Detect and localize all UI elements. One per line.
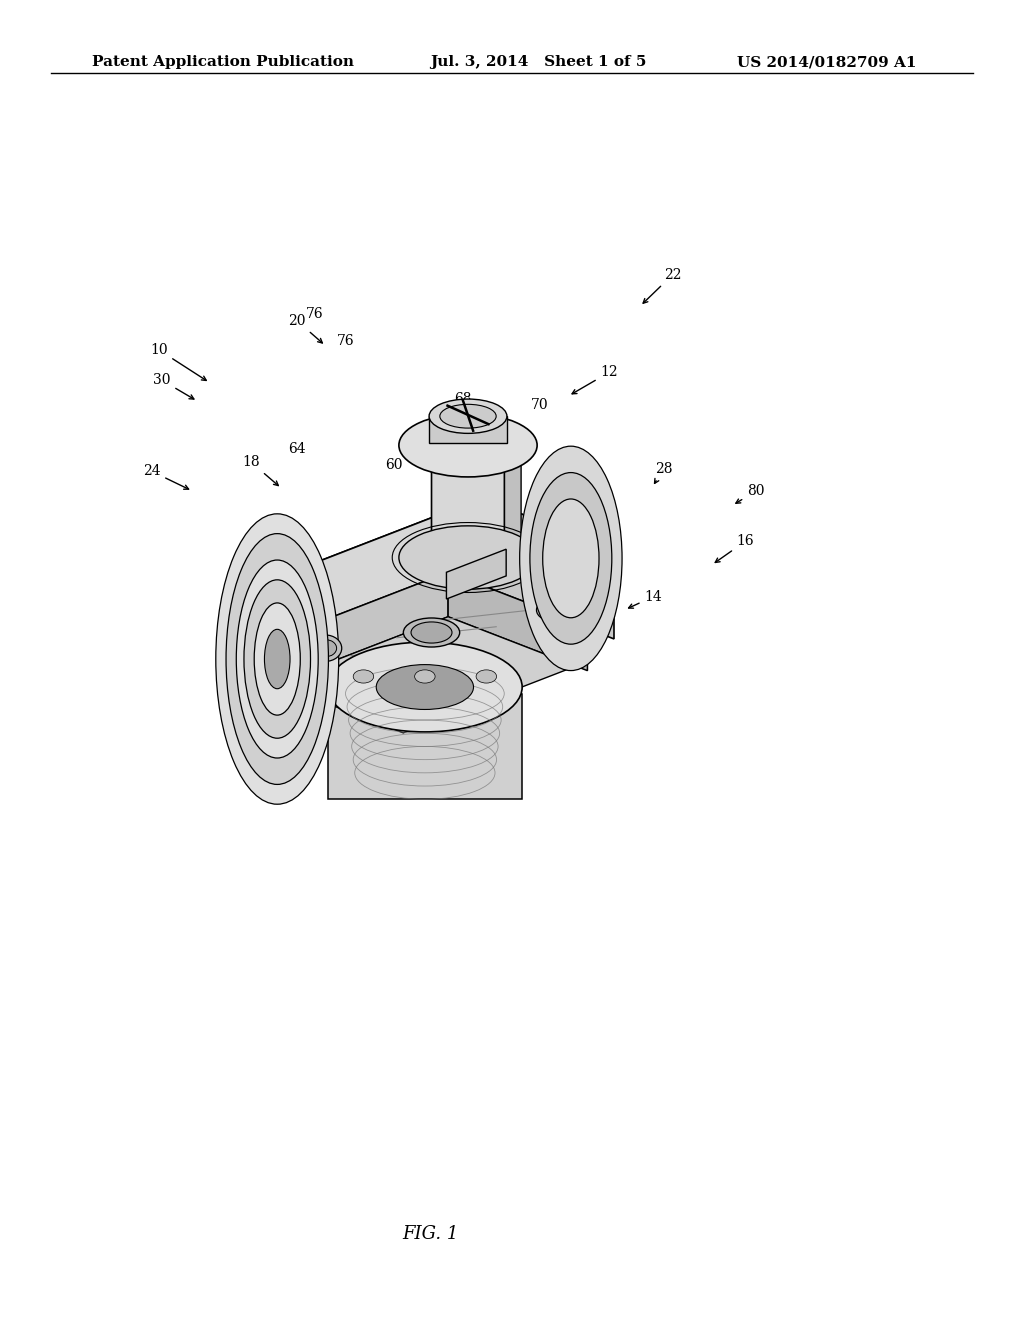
Polygon shape bbox=[531, 539, 591, 561]
Ellipse shape bbox=[537, 598, 575, 622]
Text: 76: 76 bbox=[574, 577, 593, 590]
Text: 10: 10 bbox=[150, 343, 206, 380]
Ellipse shape bbox=[353, 669, 374, 682]
Ellipse shape bbox=[226, 533, 329, 784]
Polygon shape bbox=[481, 499, 614, 639]
Polygon shape bbox=[446, 549, 506, 599]
Text: 16: 16 bbox=[715, 535, 755, 562]
Ellipse shape bbox=[244, 579, 310, 738]
Polygon shape bbox=[449, 572, 588, 671]
Ellipse shape bbox=[476, 669, 497, 682]
Text: 76: 76 bbox=[337, 334, 355, 347]
Text: 72: 72 bbox=[455, 420, 473, 433]
Ellipse shape bbox=[415, 669, 435, 682]
Ellipse shape bbox=[529, 473, 611, 644]
Polygon shape bbox=[431, 432, 505, 572]
Ellipse shape bbox=[543, 499, 599, 618]
Ellipse shape bbox=[429, 399, 507, 433]
Ellipse shape bbox=[411, 622, 452, 643]
Ellipse shape bbox=[403, 618, 460, 647]
Text: 80: 80 bbox=[736, 484, 765, 503]
Text: Patent Application Publication: Patent Application Publication bbox=[92, 55, 354, 70]
Text: 18: 18 bbox=[242, 455, 279, 486]
Polygon shape bbox=[315, 499, 481, 652]
Text: 24: 24 bbox=[142, 465, 188, 490]
Ellipse shape bbox=[314, 640, 337, 657]
Text: 14: 14 bbox=[629, 590, 663, 609]
Text: 12: 12 bbox=[572, 366, 618, 393]
Ellipse shape bbox=[543, 602, 569, 618]
Polygon shape bbox=[505, 432, 521, 550]
Ellipse shape bbox=[519, 446, 622, 671]
Text: 76: 76 bbox=[305, 308, 324, 321]
Ellipse shape bbox=[266, 618, 299, 644]
Ellipse shape bbox=[254, 603, 300, 715]
Text: 60: 60 bbox=[385, 458, 403, 471]
Text: US 2014/0182709 A1: US 2014/0182709 A1 bbox=[737, 55, 916, 70]
Polygon shape bbox=[243, 572, 588, 706]
Text: 30: 30 bbox=[153, 374, 194, 399]
Text: 22: 22 bbox=[643, 268, 682, 304]
Text: 20: 20 bbox=[288, 314, 323, 343]
Ellipse shape bbox=[237, 560, 318, 758]
Ellipse shape bbox=[399, 525, 538, 589]
Polygon shape bbox=[328, 693, 522, 799]
Polygon shape bbox=[243, 572, 449, 697]
Polygon shape bbox=[254, 645, 332, 680]
Text: 28: 28 bbox=[654, 462, 673, 483]
Ellipse shape bbox=[271, 623, 294, 640]
Polygon shape bbox=[315, 499, 614, 614]
Ellipse shape bbox=[264, 630, 290, 689]
Ellipse shape bbox=[440, 404, 497, 428]
Ellipse shape bbox=[581, 523, 595, 573]
Polygon shape bbox=[531, 544, 591, 574]
Text: Jul. 3, 2014   Sheet 1 of 5: Jul. 3, 2014 Sheet 1 of 5 bbox=[430, 55, 646, 70]
Text: 70: 70 bbox=[530, 399, 549, 412]
Ellipse shape bbox=[328, 642, 522, 731]
Ellipse shape bbox=[309, 635, 342, 661]
Text: 68: 68 bbox=[454, 392, 472, 405]
Polygon shape bbox=[275, 606, 332, 696]
Text: FIG. 1: FIG. 1 bbox=[401, 1225, 459, 1243]
Ellipse shape bbox=[216, 513, 339, 804]
Text: 64: 64 bbox=[288, 442, 306, 455]
Ellipse shape bbox=[399, 413, 538, 477]
Polygon shape bbox=[275, 616, 575, 733]
Polygon shape bbox=[429, 416, 507, 442]
Ellipse shape bbox=[376, 664, 473, 709]
Polygon shape bbox=[265, 634, 326, 676]
